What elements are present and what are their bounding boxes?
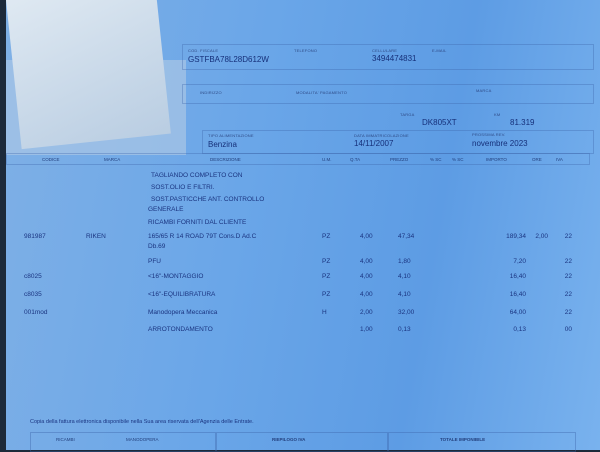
parts-labour-box bbox=[30, 432, 216, 452]
cell-qty: 1,00 bbox=[360, 326, 373, 333]
cell-price: 47,34 bbox=[398, 233, 415, 240]
plate-label: TARGA bbox=[400, 112, 415, 117]
address-label: INDIRIZZO bbox=[200, 90, 222, 95]
cell-amount: 16,40 bbox=[509, 273, 526, 280]
vehicle-box bbox=[202, 130, 594, 154]
cell-price: 4,10 bbox=[398, 291, 411, 298]
mobile-label: CELLULARE bbox=[372, 48, 398, 53]
cell-um: PZ bbox=[322, 291, 331, 298]
header-brand: MARCA bbox=[104, 157, 121, 162]
revision-label: PROSSIMA REV. bbox=[472, 132, 506, 137]
cell-amount: 189,34 bbox=[506, 233, 526, 240]
total-label: TOTALE IMPONIBILE bbox=[440, 437, 486, 442]
cell-desc: 165/65 R 14 ROAD 79T Cons.D Ad.C bbox=[148, 233, 257, 240]
brand-label: MARCA bbox=[476, 88, 492, 93]
cell-qty: 4,00 bbox=[360, 233, 373, 240]
cell-amount: 64,00 bbox=[509, 309, 526, 316]
cell-vat: 00 bbox=[564, 326, 572, 333]
reg-date-label: DATA IMMATRICOLAZIONE bbox=[354, 133, 409, 138]
cell-desc-line2: Db.69 bbox=[148, 243, 166, 250]
cell-code: 001mod bbox=[24, 309, 48, 316]
table-row: PFU PZ 4,00 1,80 7,20 22 bbox=[6, 258, 600, 270]
cell-amount: 7,20 bbox=[513, 258, 526, 265]
cell-hours: 2,00 bbox=[535, 233, 548, 240]
cell-desc: <16"-EQUILIBRATURA bbox=[148, 291, 216, 298]
cell-qty: 4,00 bbox=[360, 273, 373, 280]
email-label: E-MAIL bbox=[432, 48, 447, 53]
vat-summary-label: RIEPILOGO IVA bbox=[272, 437, 306, 442]
table-row: c8025 <16"-MONTAGGIO PZ 4,00 4,10 16,40 22 bbox=[6, 273, 600, 285]
header-hours: ORE bbox=[532, 157, 542, 162]
cell-vat: 22 bbox=[564, 291, 572, 298]
cell-desc: <16"-MONTAGGIO bbox=[148, 273, 204, 280]
cell-vat: 22 bbox=[564, 273, 572, 280]
note-line: SOST.OLIO E FILTRI. bbox=[151, 184, 215, 191]
cell-brand: RIKEN bbox=[86, 233, 106, 240]
header-price: PREZZO bbox=[390, 157, 409, 162]
fiscal-code: GSTFBA78L28D612W bbox=[188, 55, 269, 64]
header-amount: IMPORTO bbox=[486, 157, 507, 162]
km-label: KM bbox=[494, 112, 501, 117]
parts-label: RICAMBI bbox=[56, 437, 75, 442]
cell-code: 981987 bbox=[24, 233, 46, 240]
note-line: GENERALE bbox=[148, 206, 184, 213]
cell-desc: ARROTONDAMENTO bbox=[148, 326, 213, 333]
cell-um: PZ bbox=[322, 233, 331, 240]
cell-um: PZ bbox=[322, 273, 331, 280]
cell-price: 1,80 bbox=[398, 258, 411, 265]
cell-qty: 2,00 bbox=[360, 309, 373, 316]
cell-vat: 22 bbox=[564, 309, 572, 316]
cell-price: 32,00 bbox=[398, 309, 415, 316]
vat-summary-box bbox=[216, 432, 388, 452]
customer-box bbox=[182, 44, 594, 70]
cell-code: c8025 bbox=[24, 273, 42, 280]
cell-desc: Manodopera Meccanica bbox=[148, 309, 218, 316]
mobile: 3494474831 bbox=[372, 54, 417, 63]
cell-amount: 16,40 bbox=[509, 291, 526, 298]
header-sc2: % SC bbox=[452, 157, 464, 162]
note-line: SOST.PASTICCHE ANT. CONTROLLO bbox=[151, 196, 265, 203]
cell-price: 0,13 bbox=[398, 326, 411, 333]
cell-vat: 22 bbox=[564, 233, 572, 240]
cell-amount: 0,13 bbox=[513, 326, 526, 333]
phone-label: TELEFONO bbox=[294, 48, 318, 53]
cell-um: H bbox=[322, 309, 327, 316]
receipt-slip bbox=[6, 0, 171, 150]
header-qty: Q.TA bbox=[350, 157, 361, 162]
revision: novembre 2023 bbox=[472, 139, 528, 148]
cell-code: c8035 bbox=[24, 291, 42, 298]
cell-qty: 4,00 bbox=[360, 258, 373, 265]
fuel-label: TIPO ALIMENTAZIONE bbox=[208, 133, 254, 138]
note-line: TAGLIANDO COMPLETO CON bbox=[151, 172, 243, 179]
cell-price: 4,10 bbox=[398, 273, 411, 280]
cell-vat: 22 bbox=[564, 258, 572, 265]
payment-label: MODALITA' PAGAMENTO bbox=[296, 90, 348, 95]
reg-date: 14/11/2007 bbox=[354, 139, 394, 148]
invoice-paper: COD. FISCALE GSTFBA78L28D612W TELEFONO C… bbox=[6, 0, 600, 452]
cell-qty: 4,00 bbox=[360, 291, 373, 298]
total-box bbox=[388, 432, 576, 452]
footer-note: Copia della fattura elettronica disponib… bbox=[30, 419, 254, 425]
fuel: Benzina bbox=[208, 140, 237, 149]
header-desc: DESCRIZIONE bbox=[210, 157, 241, 162]
table-header bbox=[6, 153, 590, 165]
table-row: ARROTONDAMENTO 1,00 0,13 0,13 00 bbox=[6, 326, 600, 338]
table-row: c8035 <16"-EQUILIBRATURA PZ 4,00 4,10 16,40 22 bbox=[6, 291, 600, 303]
header-vat: IVA bbox=[556, 157, 563, 162]
table-row: 981987 RIKEN 165/65 R 14 ROAD 79T Cons.D A… bbox=[6, 233, 600, 250]
fiscal-code-label: COD. FISCALE bbox=[188, 48, 219, 53]
labour-label: MANODOPERA bbox=[126, 437, 159, 442]
km: 81.319 bbox=[510, 118, 535, 127]
header-um: U.M. bbox=[322, 157, 332, 162]
table-row: 001mod Manodopera Meccanica H 2,00 32,00 64,0… bbox=[6, 309, 600, 321]
plate: DK805XT bbox=[422, 118, 457, 127]
header-code: CODICE bbox=[42, 157, 60, 162]
address-box bbox=[182, 84, 594, 104]
header-sc1: % SC bbox=[430, 157, 442, 162]
note-line: RICAMBI FORNITI DAL CLIENTE bbox=[148, 219, 247, 226]
cell-um: PZ bbox=[322, 258, 331, 265]
cell-desc: PFU bbox=[148, 258, 161, 265]
